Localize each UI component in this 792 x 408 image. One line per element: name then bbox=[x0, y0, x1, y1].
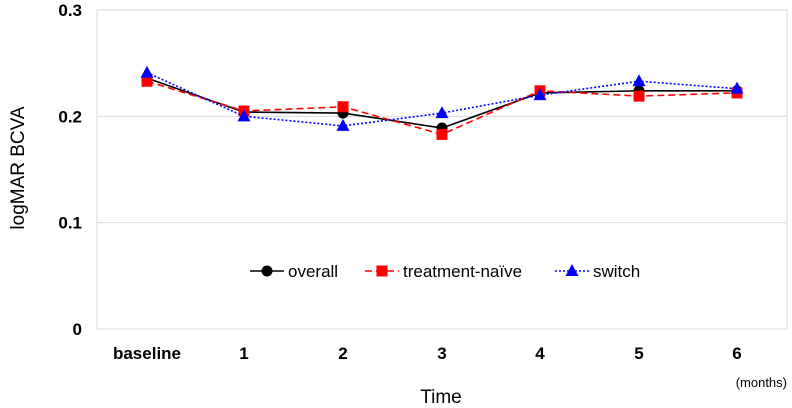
data-point bbox=[337, 101, 349, 113]
data-point bbox=[237, 109, 251, 122]
y-tick-label: 0.3 bbox=[58, 1, 82, 20]
x-axis-label: Time bbox=[420, 387, 462, 408]
data-point bbox=[435, 106, 449, 119]
legend-label: overall bbox=[288, 262, 338, 281]
plot-frame bbox=[96, 9, 788, 330]
legend-item: switch bbox=[555, 262, 640, 281]
series-line bbox=[146, 77, 737, 129]
data-point bbox=[730, 81, 744, 94]
y-tick-label: 0.1 bbox=[58, 214, 82, 233]
legend-label: treatment-naïve bbox=[403, 262, 522, 281]
legend-marker bbox=[376, 265, 388, 277]
data-point bbox=[632, 74, 646, 87]
legend-label: switch bbox=[593, 262, 640, 281]
legend-item: overall bbox=[250, 262, 338, 281]
series-switch bbox=[140, 65, 744, 131]
y-tick-labels: 0 0.1 0.2 0.3 bbox=[58, 1, 82, 339]
y-tick-label: 0.2 bbox=[58, 107, 82, 126]
x-tick-label: 3 bbox=[437, 344, 446, 363]
x-tick-label: 1 bbox=[239, 344, 248, 363]
legend-item: treatment-naïve bbox=[365, 262, 522, 281]
series-overall bbox=[141, 72, 743, 134]
y-tick-label: 0 bbox=[73, 320, 82, 339]
data-point bbox=[141, 75, 153, 87]
data-point bbox=[533, 88, 547, 101]
series-group bbox=[140, 65, 744, 140]
x-tick-labels: baseline 1 2 3 4 5 6 bbox=[113, 344, 742, 363]
legend: overall treatment-naïve switch bbox=[250, 262, 640, 281]
x-tick-label: 5 bbox=[634, 344, 643, 363]
data-point bbox=[140, 65, 154, 78]
y-axis-label: logMAR BCVA bbox=[8, 106, 29, 230]
x-tick-label: 2 bbox=[338, 344, 347, 363]
data-point bbox=[336, 118, 350, 131]
legend-marker bbox=[565, 264, 579, 276]
data-point bbox=[633, 90, 645, 102]
x-tick-label: 4 bbox=[535, 344, 545, 363]
x-tick-label: 6 bbox=[732, 344, 741, 363]
legend-marker bbox=[261, 265, 273, 277]
x-tick-label: baseline bbox=[113, 344, 181, 363]
x-axis-unit: (months) bbox=[736, 375, 787, 390]
data-point bbox=[436, 128, 448, 140]
